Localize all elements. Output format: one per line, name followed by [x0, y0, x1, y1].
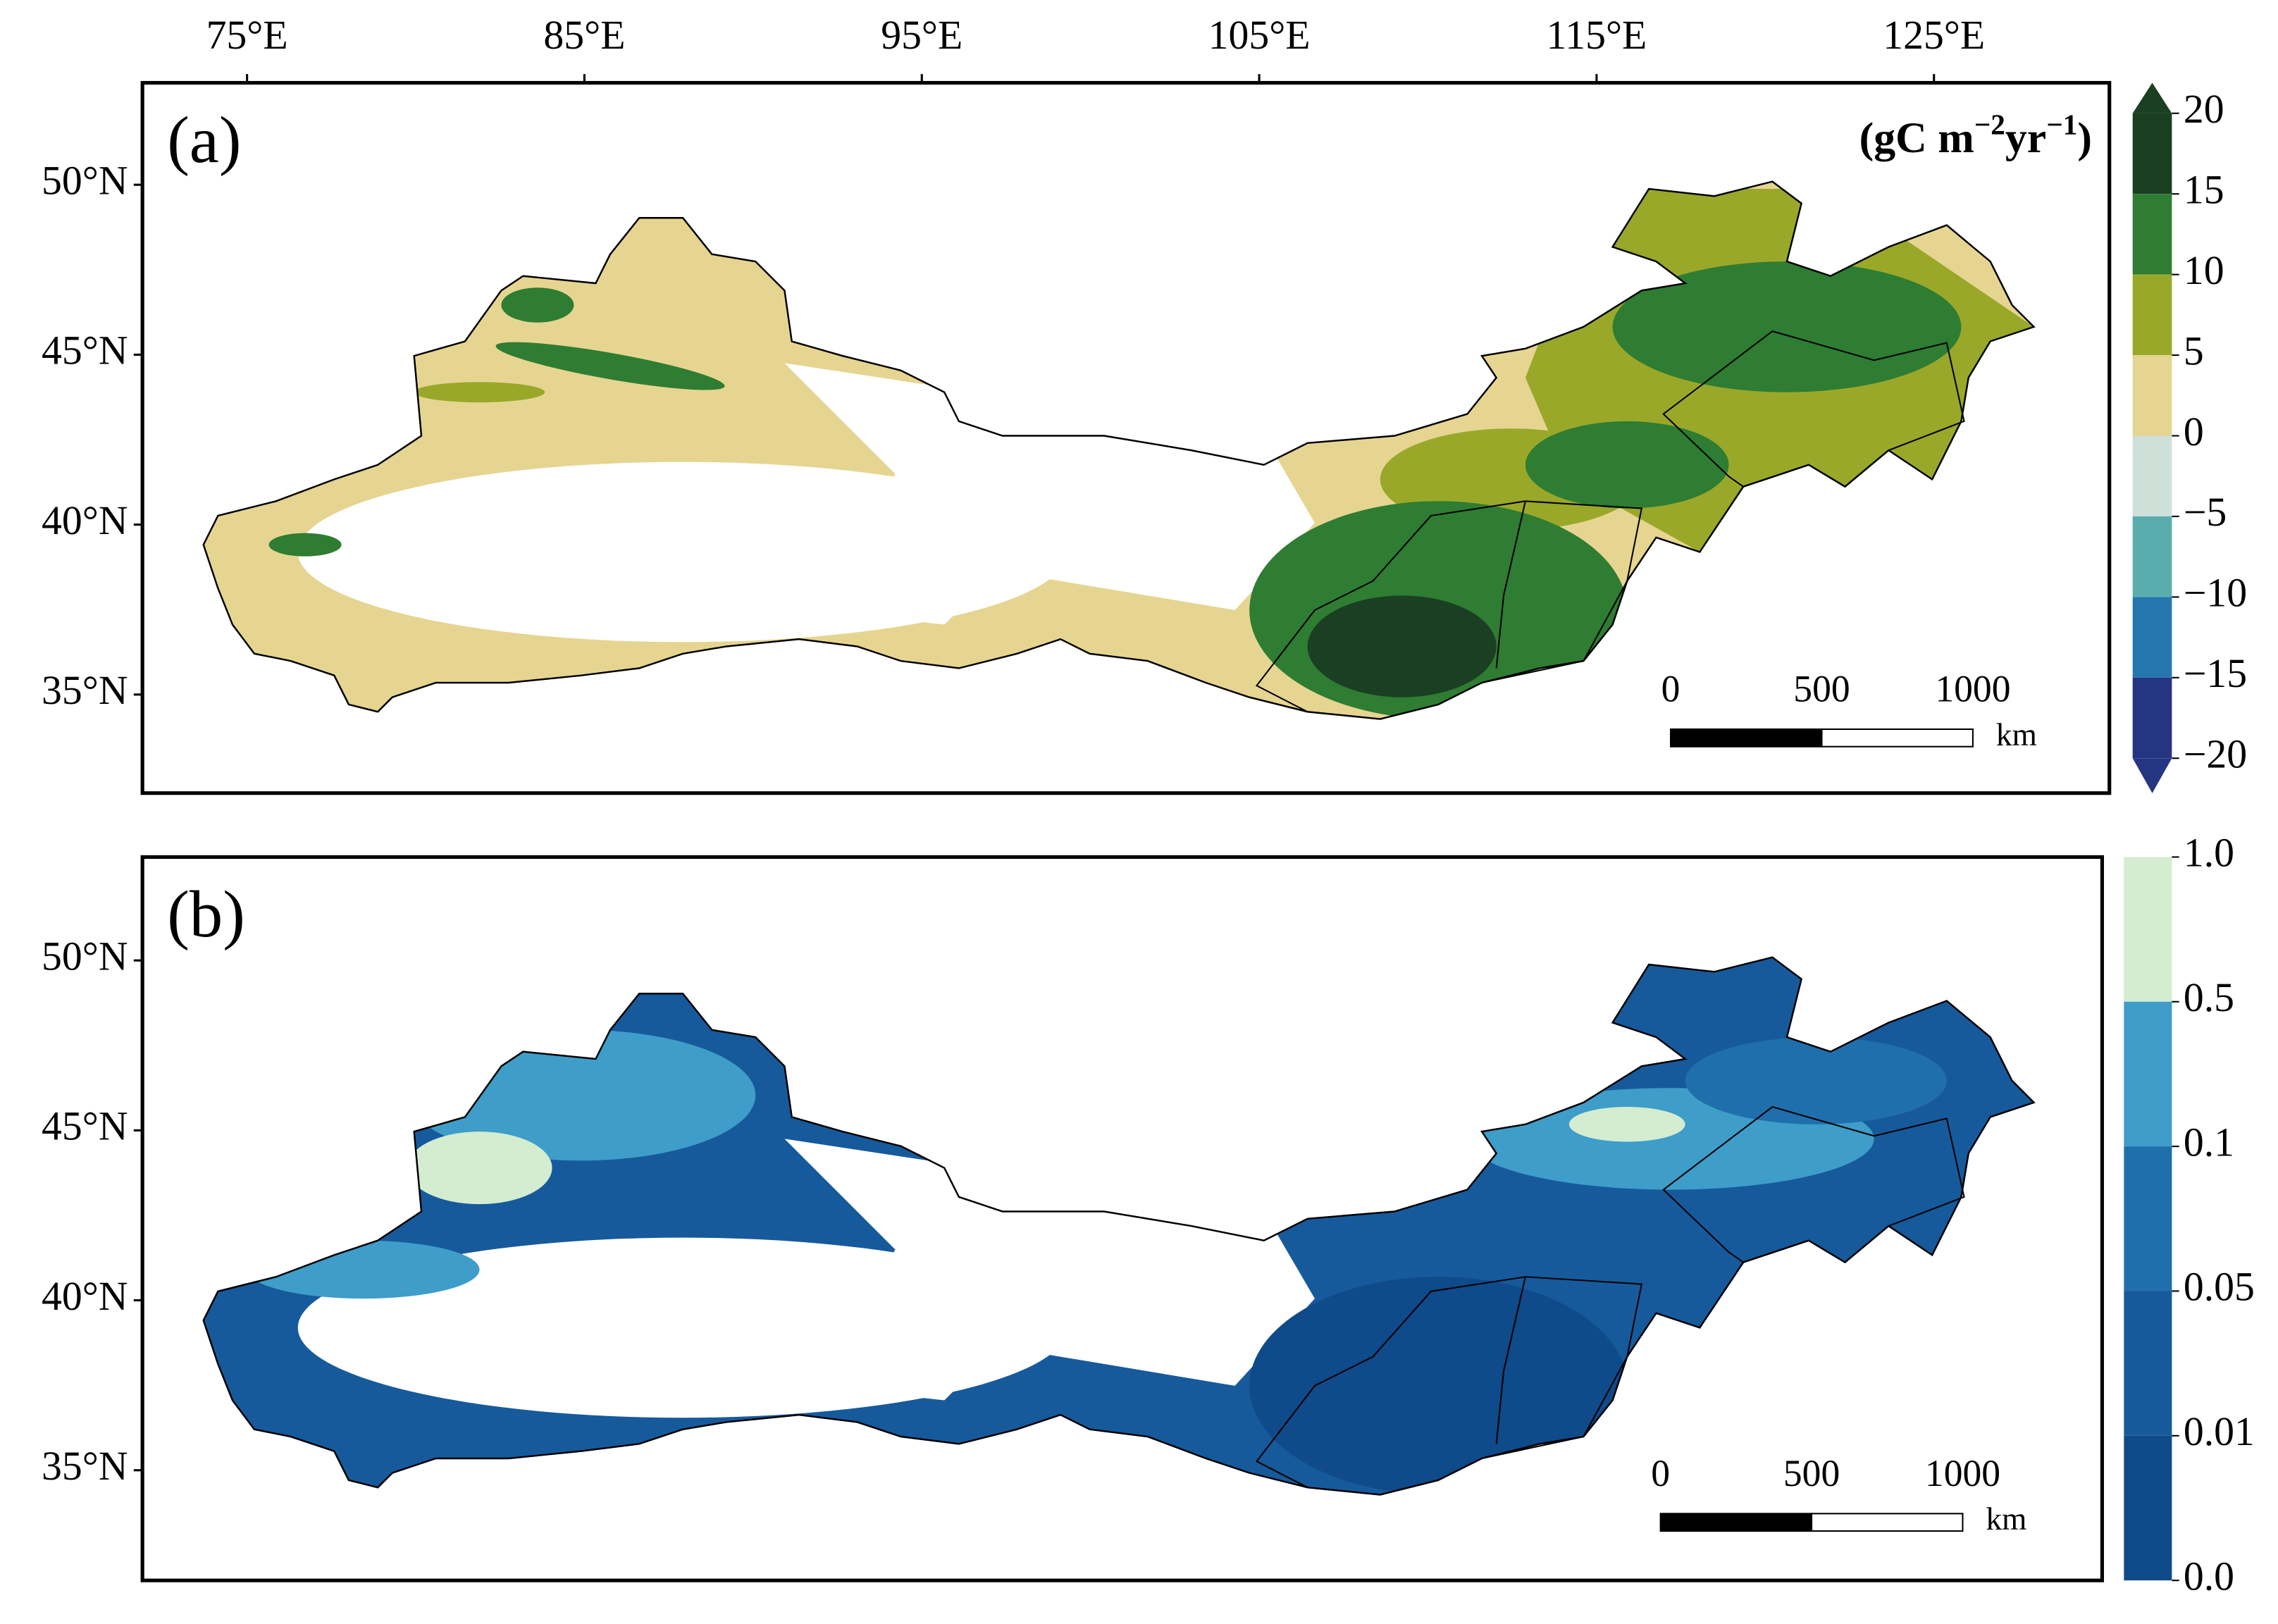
panel-label: (a): [167, 102, 241, 177]
colorbar-box: [2132, 274, 2172, 356]
colorbar-box: [2132, 113, 2172, 194]
scale-bar-label: 0: [1651, 1452, 1670, 1494]
scale-bar-unit: km: [1996, 717, 2037, 752]
lon-tick-label: 75°E: [206, 13, 288, 58]
lat-tick-label: 45°N: [42, 1105, 128, 1149]
unit-label: (gC m−2yr−1): [1859, 109, 2092, 162]
colorbar-tick-label: −20: [2184, 732, 2247, 776]
colorbar-box: [2124, 1001, 2172, 1147]
colorbar-box: [2132, 435, 2172, 516]
colorbar-tick-label: 1.0: [2184, 831, 2234, 876]
colorbar-tick-label: 0.01: [2184, 1410, 2255, 1454]
scale-bar-segment: [1811, 1513, 1964, 1532]
colorbar-tick-label: 0.0: [2184, 1554, 2234, 1599]
lat-tick-label: 45°N: [42, 329, 128, 373]
colorbar-tick-label: 10: [2184, 249, 2224, 293]
colorbar-box: [2124, 857, 2172, 1002]
colorbar-tick-label: 15: [2184, 168, 2224, 212]
lat-tick-label: 50°N: [42, 934, 128, 979]
colorbar-tick-label: −10: [2184, 571, 2247, 616]
colorbar-tick-label: −15: [2184, 652, 2247, 696]
scale-bar-label: 1000: [1925, 1452, 2000, 1494]
colorbar-box: [2132, 194, 2172, 275]
unit-superscript: −2: [1974, 109, 2005, 141]
colorbar-box: [2132, 355, 2172, 436]
colorbar-tick-label: −5: [2184, 490, 2227, 535]
colorbar-extend: [2132, 82, 2172, 113]
lon-tick-label: 95°E: [881, 13, 962, 58]
colorbar-box: [2124, 1435, 2172, 1581]
lat-tick-label: 40°N: [42, 499, 128, 543]
colorbar-tick-label: 20: [2184, 87, 2224, 132]
colorbar-tick-label: 0.1: [2184, 1120, 2234, 1165]
colorbar-box: [2132, 516, 2172, 597]
scale-bar-unit: km: [1986, 1501, 2026, 1537]
unit-part: (gC m: [1859, 114, 1974, 162]
unit-part: ): [2077, 114, 2092, 162]
panel-b: [140, 855, 2104, 1582]
colorbar-box: [2132, 597, 2172, 678]
scale-bar-label: 500: [1793, 668, 1850, 710]
colorbar-extend: [2132, 758, 2172, 793]
unit-part: yr: [2005, 114, 2046, 162]
lon-tick-label: 115°E: [1547, 13, 1647, 58]
lon-tick-label: 125°E: [1883, 13, 1985, 58]
scale-bar-label: 1000: [1935, 668, 2010, 710]
lat-tick-label: 50°N: [42, 159, 128, 203]
lon-tick-label: 85°E: [543, 13, 625, 58]
scale-bar-segment: [1659, 1513, 1813, 1532]
colorbar-box: [2124, 1146, 2172, 1291]
panel-a: [140, 80, 2112, 795]
unit-superscript: −1: [2046, 109, 2077, 141]
scale-bar-label: 0: [1661, 668, 1680, 710]
lat-tick-label: 35°N: [42, 669, 128, 713]
scale-bar-segment: [1670, 728, 1823, 748]
panel-label: (b): [167, 876, 245, 951]
lon-tick-label: 105°E: [1208, 13, 1311, 58]
scale-bar-segment: [1821, 728, 1974, 748]
colorbar-tick-label: 0: [2184, 410, 2204, 454]
colorbar-box: [2124, 1291, 2172, 1436]
lat-tick-label: 40°N: [42, 1275, 128, 1319]
lat-tick-label: 35°N: [42, 1444, 128, 1489]
scale-bar-label: 500: [1783, 1452, 1840, 1494]
colorbar-tick-label: 0.05: [2184, 1265, 2255, 1310]
colorbar-tick-label: 5: [2184, 329, 2204, 373]
colorbar-box: [2132, 677, 2172, 759]
colorbar-tick-label: 0.5: [2184, 976, 2234, 1020]
